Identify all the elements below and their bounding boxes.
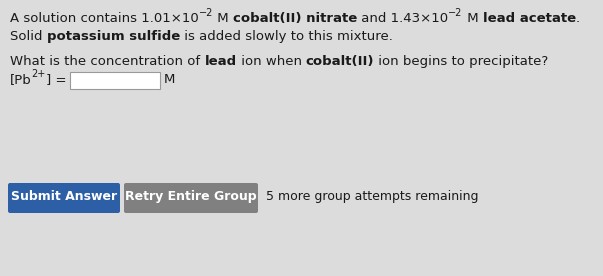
FancyBboxPatch shape xyxy=(124,183,258,213)
FancyBboxPatch shape xyxy=(69,72,160,89)
Text: potassium sulfide: potassium sulfide xyxy=(47,30,180,43)
Text: [Pb: [Pb xyxy=(10,73,32,86)
Text: cobalt(II) nitrate: cobalt(II) nitrate xyxy=(233,12,357,25)
Text: ] =: ] = xyxy=(46,73,66,86)
Text: .: . xyxy=(576,12,580,25)
Text: A solution contains 1.01×10: A solution contains 1.01×10 xyxy=(10,12,199,25)
Text: M: M xyxy=(463,12,482,25)
Text: What is the concentration of: What is the concentration of xyxy=(10,55,204,68)
Text: lead acetate: lead acetate xyxy=(482,12,576,25)
Text: lead: lead xyxy=(204,55,236,68)
Text: 5 more group attempts remaining: 5 more group attempts remaining xyxy=(266,190,479,203)
Text: M: M xyxy=(213,12,233,25)
Text: ion begins to precipitate?: ion begins to precipitate? xyxy=(374,55,549,68)
Text: and 1.43×10: and 1.43×10 xyxy=(357,12,449,25)
Text: Submit Answer: Submit Answer xyxy=(11,190,117,203)
Text: −2: −2 xyxy=(449,8,463,18)
Text: Retry Entire Group: Retry Entire Group xyxy=(125,190,257,203)
Text: Solid: Solid xyxy=(10,30,47,43)
Text: is added slowly to this mixture.: is added slowly to this mixture. xyxy=(180,30,393,43)
Text: −2: −2 xyxy=(199,8,213,18)
Text: ion when: ion when xyxy=(236,55,306,68)
Text: M: M xyxy=(163,73,175,86)
FancyBboxPatch shape xyxy=(8,183,120,213)
Text: cobalt(II): cobalt(II) xyxy=(306,55,374,68)
Text: 2+: 2+ xyxy=(32,69,46,79)
